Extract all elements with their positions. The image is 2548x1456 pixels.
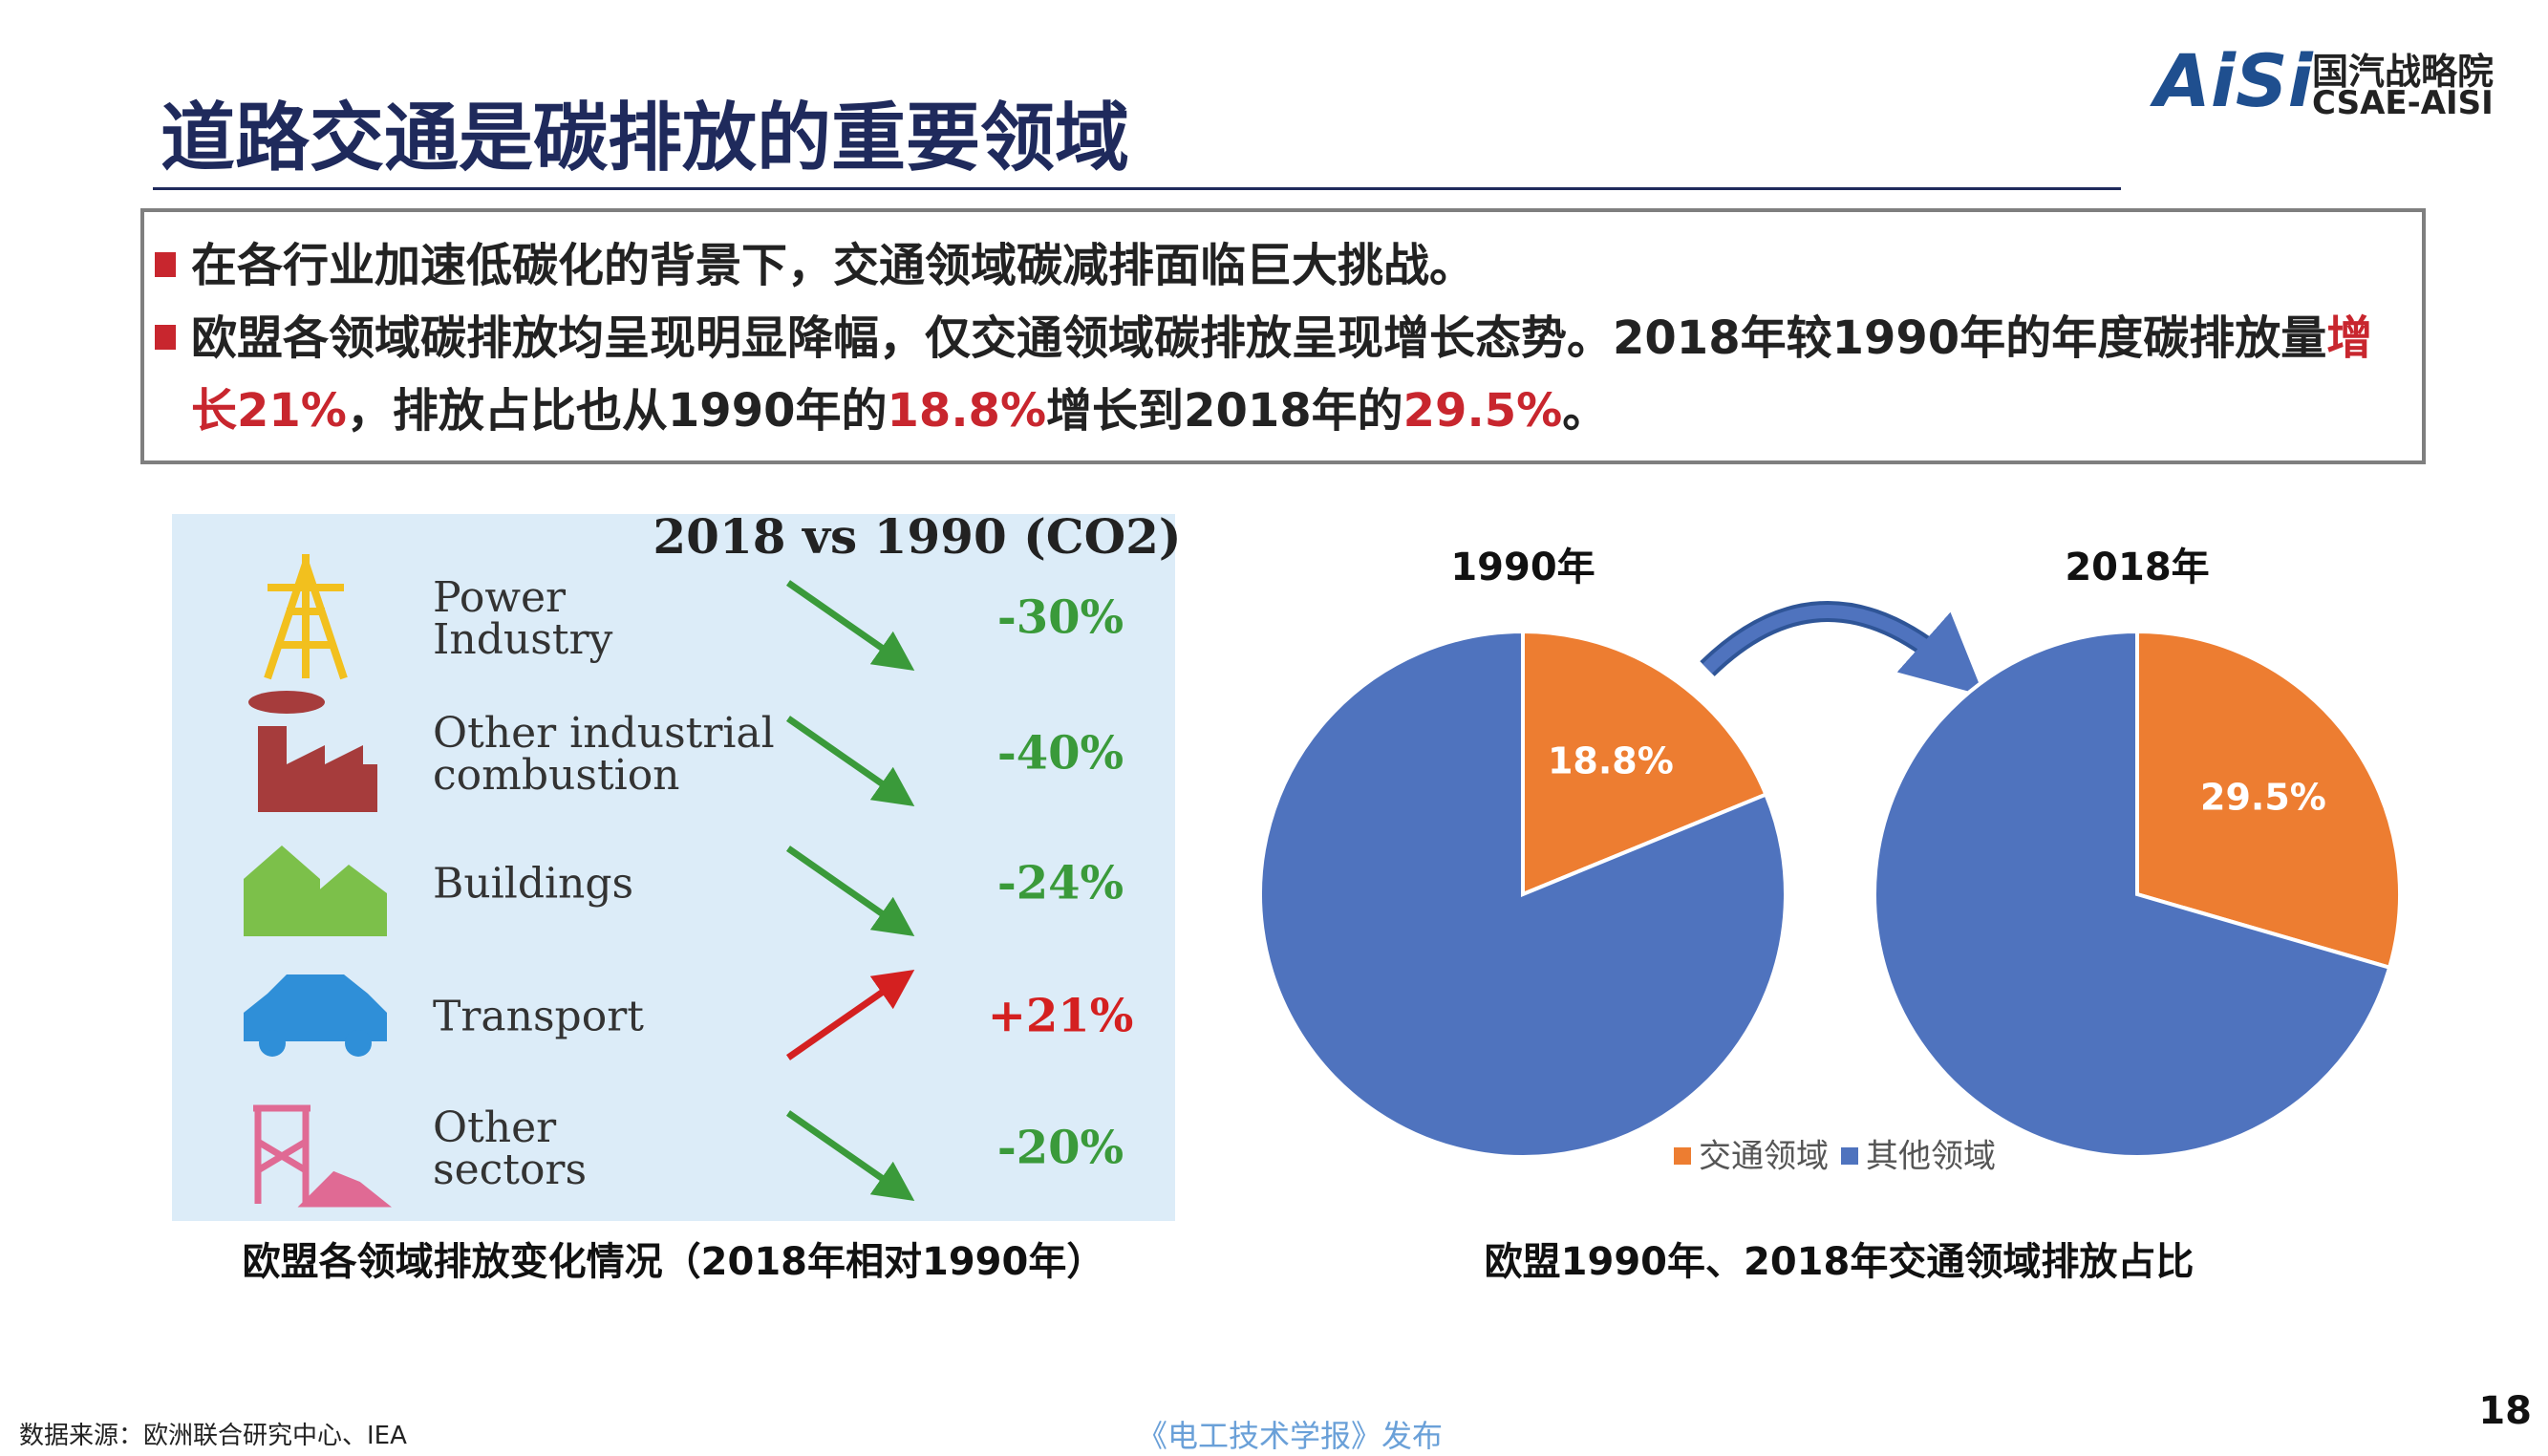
bullet: 在各行业加速低碳化的背景下，交通领域碳减排面临巨大挑战。 <box>153 229 2417 302</box>
summary-box <box>140 208 2426 464</box>
bullet-list: 在各行业加速低碳化的背景下，交通领域碳减排面临巨大挑战。欧盟各领域碳排放均呈现明… <box>153 229 2417 447</box>
panel-heading: 2018 vs 1990 (CO2) <box>653 508 1181 565</box>
bullet-text: 增长到2018年的 <box>1046 384 1403 438</box>
logo-sub: CSAE-AISI <box>2312 84 2494 122</box>
bullet-text: ，排放占比也从1990年的 <box>346 384 888 438</box>
bullet-text: 18.8% <box>887 384 1047 438</box>
logo-name: 国汽战略院 <box>2312 51 2494 93</box>
trend-arrow <box>786 716 915 806</box>
source-note: 数据来源：欧洲联合研究中心、IEA <box>19 1422 407 1450</box>
trend-arrow <box>786 846 915 936</box>
legend-swatch <box>1674 1147 1691 1165</box>
pie-slice <box>1521 629 1769 897</box>
bullet-text: 。 <box>1562 384 1609 438</box>
sector-label: Power Industry <box>433 573 613 664</box>
trend-arrow <box>786 1110 915 1201</box>
page-number: 18 <box>2478 1389 2532 1433</box>
change-panel <box>172 514 1175 1221</box>
icon-mine <box>253 1104 392 1208</box>
sector-change: +21% <box>988 990 1134 1043</box>
trend-arrow <box>786 580 915 671</box>
legend-label: 交通领域 <box>1699 1138 1829 1176</box>
right-caption: 欧盟1990年、2018年交通领域排放占比 <box>1484 1240 2195 1284</box>
sector-label: Transport <box>433 993 644 1041</box>
sector-change: -30% <box>997 591 1124 645</box>
left-caption: 欧盟各领域排放变化情况（2018年相对1990年） <box>242 1240 1105 1284</box>
pie-slice <box>2135 629 2402 971</box>
sector-label: Other sectors <box>433 1103 587 1194</box>
pie-label: 29.5% <box>2200 776 2326 818</box>
pie-label: 18.8% <box>1548 739 1674 782</box>
pie-title: 2018年 <box>2065 546 2209 589</box>
pie-slice <box>1258 629 1788 1159</box>
bullet-text: 增长21% <box>191 311 2373 438</box>
publisher: 《电工技术学报》发布 <box>1136 1418 1443 1454</box>
icon-factory <box>248 691 377 812</box>
sector-change: -20% <box>997 1122 1124 1175</box>
icon-houses <box>244 846 387 936</box>
legend-swatch <box>1841 1147 1858 1165</box>
icon-car <box>244 974 387 1057</box>
pie-title: 1990年 <box>1450 546 1595 589</box>
trend-arrow <box>786 970 915 1060</box>
bullet-text: 在各行业加速低碳化的背景下，交通领域碳减排面临巨大挑战。 <box>191 239 1476 292</box>
title-rule <box>153 187 2121 190</box>
pie-slice <box>1873 629 2392 1159</box>
bullet-text: 欧盟各领域碳排放均呈现明显降幅，仅交通领域碳排放呈现增长态势。2018年较199… <box>191 311 2327 365</box>
sector-label: Buildings <box>433 860 633 909</box>
sector-change: -40% <box>997 727 1124 781</box>
bullet: 欧盟各领域碳排放均呈现明显降幅，仅交通领域碳排放呈现增长态势。2018年较199… <box>153 302 2417 447</box>
bullet-text: 29.5% <box>1402 384 1563 438</box>
icon-tower <box>264 554 348 680</box>
sector-change: -24% <box>997 857 1124 910</box>
legend-label: 其他领域 <box>1866 1138 1996 1176</box>
slide-title: 道路交通是碳排放的重要领域 <box>161 96 1130 182</box>
sector-label: Other industrial combustion <box>433 709 775 800</box>
transition-arrow-fill <box>1702 605 1984 696</box>
logo-mark: AiSi <box>2154 38 2313 123</box>
